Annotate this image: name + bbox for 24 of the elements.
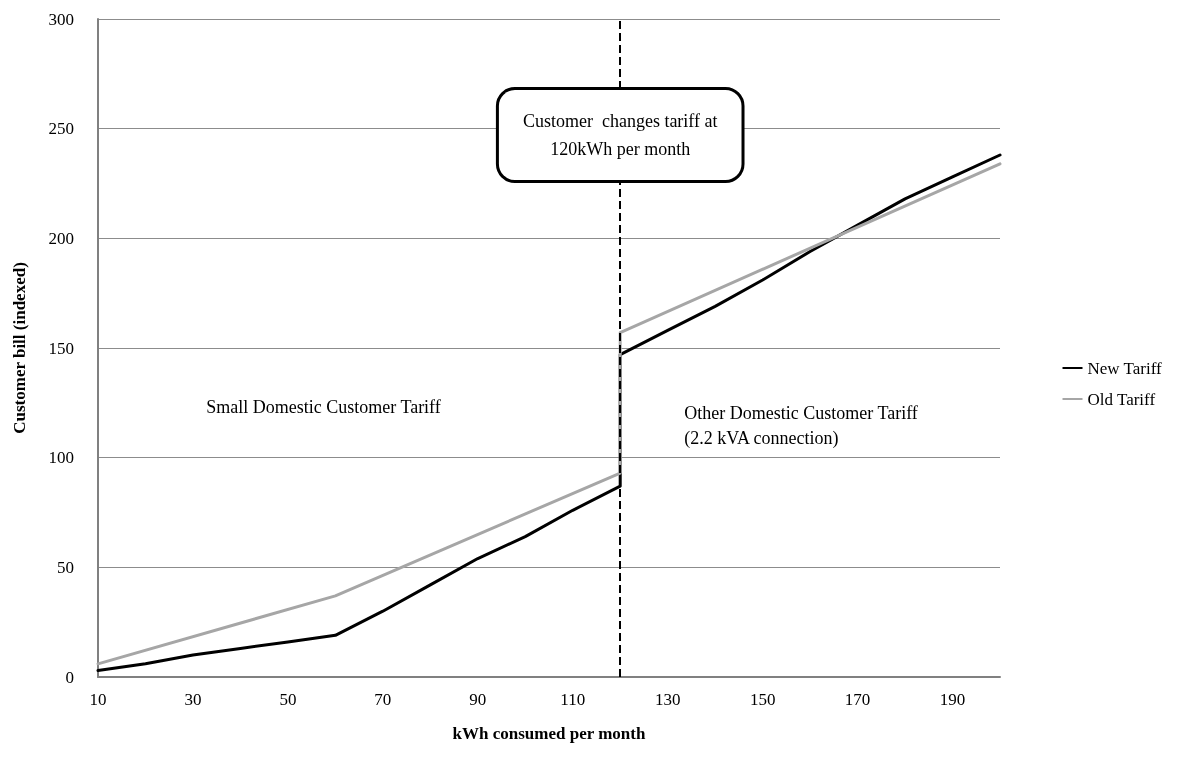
x-tick-label: 50 [279,690,297,709]
x-tick-label: 90 [469,690,487,709]
y-tick-label: 150 [48,338,74,358]
y-tick-label: 300 [48,9,74,29]
x-tick-label: 10 [89,690,107,709]
x-tick-label: 130 [654,690,681,709]
x-tick-label: 110 [560,690,586,709]
x-tick-label: 150 [749,690,776,709]
y-tick-label: 0 [65,667,74,687]
x-tick-label: 30 [184,690,202,709]
legend-label: New Tariff [1087,358,1163,378]
y-tick-label: 200 [48,228,74,248]
x-tick-label: 190 [939,690,966,709]
y-tick-label: 250 [48,119,74,139]
ref-line-label: Customer changes tariff at 120kWh per month [522,111,718,159]
y-tick-label: 100 [48,448,74,468]
y-tick-label: 50 [57,557,74,577]
annotation: Small Domestic Customer Tariff [206,396,441,417]
legend-label: Old Tariff [1087,389,1156,409]
x-tick-label: 70 [374,690,392,709]
annotation: Other Domestic Customer Tariff (2.2 kVA connection) [684,403,918,450]
y-axis-title: Customer bill (indexed) [10,262,29,434]
x-tick-label: 170 [844,690,871,709]
x-axis-title: kWh consumed per month [452,724,646,743]
